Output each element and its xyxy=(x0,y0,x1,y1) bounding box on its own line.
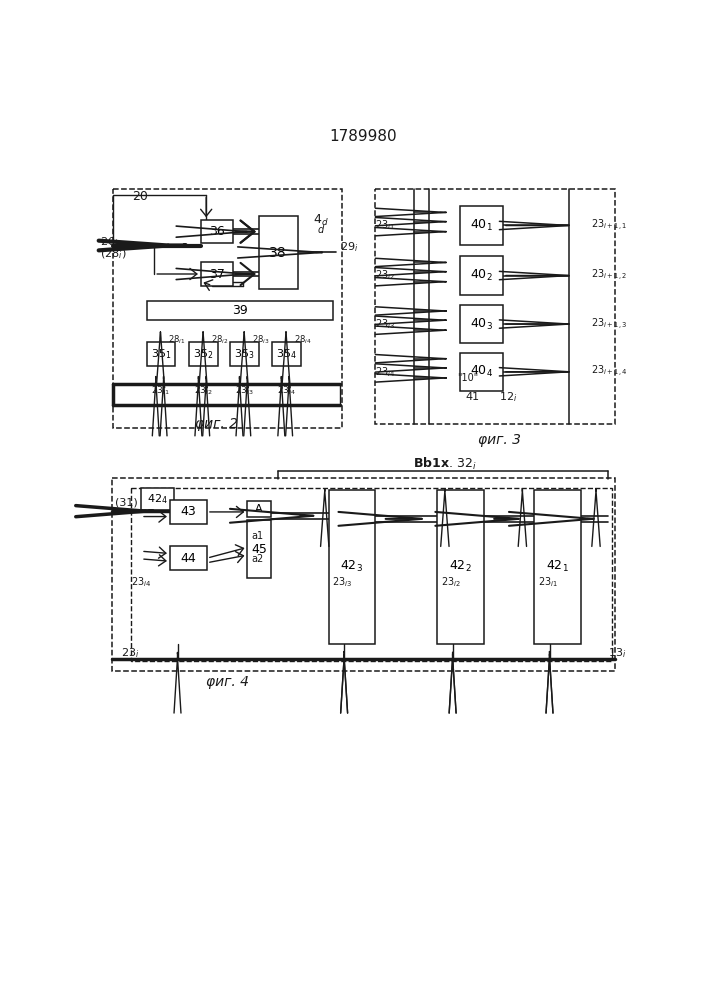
Text: $23_{i+1,3}$: $23_{i+1,3}$ xyxy=(590,316,627,332)
Text: $23_{i+1,2}$: $23_{i+1,2}$ xyxy=(590,268,626,283)
Text: $12_i$: $12_i$ xyxy=(499,390,518,404)
Text: 20: 20 xyxy=(132,190,148,204)
Text: φиг. 3: φиг. 3 xyxy=(478,433,520,447)
Text: $(28_i)$: $(28_i)$ xyxy=(100,247,127,261)
Bar xyxy=(375,189,615,424)
Bar xyxy=(189,342,218,366)
Text: 38: 38 xyxy=(269,246,287,260)
Text: $13_i$: $13_i$ xyxy=(607,646,626,660)
Text: $28_{i4}$: $28_{i4}$ xyxy=(293,333,312,346)
Bar xyxy=(146,342,175,366)
Text: A: A xyxy=(255,504,263,514)
Text: a1: a1 xyxy=(251,531,263,541)
Text: $28_{i2}$: $28_{i2}$ xyxy=(211,333,228,346)
Text: φиг. 4: φиг. 4 xyxy=(206,675,250,689)
Bar xyxy=(460,305,503,343)
Text: 39: 39 xyxy=(232,304,247,317)
Text: $23_{i+1,4}$: $23_{i+1,4}$ xyxy=(590,364,627,379)
Text: $23_{i4}$: $23_{i4}$ xyxy=(131,575,151,589)
Text: $35_2$: $35_2$ xyxy=(193,347,214,361)
Text: 36: 36 xyxy=(209,225,225,238)
Text: $23_{i4}$: $23_{i4}$ xyxy=(276,385,296,397)
Text: $40_2$: $40_2$ xyxy=(470,268,493,283)
Text: "10": "10" xyxy=(457,373,479,383)
Bar xyxy=(247,501,271,517)
Text: $42_3$: $42_3$ xyxy=(341,559,363,574)
Bar xyxy=(201,262,233,286)
Bar xyxy=(170,546,207,570)
Bar xyxy=(259,216,298,289)
Text: $23_{i4}$: $23_{i4}$ xyxy=(375,365,395,379)
Bar xyxy=(131,488,612,661)
Bar xyxy=(272,342,300,366)
Bar xyxy=(113,189,341,428)
Text: $23_{i3}$: $23_{i3}$ xyxy=(332,575,353,589)
Text: $23_{i2}$: $23_{i2}$ xyxy=(441,575,461,589)
Text: φиг. 2: φиг. 2 xyxy=(194,417,238,431)
Bar xyxy=(534,490,580,644)
Bar xyxy=(201,220,233,243)
Text: $35_3$: $35_3$ xyxy=(234,347,255,361)
Text: $29_i$: $29_i$ xyxy=(340,240,358,254)
Text: 45: 45 xyxy=(251,543,267,556)
Text: $23_{i1}$: $23_{i1}$ xyxy=(375,219,395,232)
Text: $42_1$: $42_1$ xyxy=(546,559,568,574)
Text: $28_{i3}$: $28_{i3}$ xyxy=(252,333,269,346)
Bar xyxy=(329,490,375,644)
Bar xyxy=(170,500,207,524)
Bar xyxy=(460,206,503,245)
Text: $35_4$: $35_4$ xyxy=(276,347,297,361)
Text: $23_{i+1,1}$: $23_{i+1,1}$ xyxy=(590,218,627,233)
Text: 1789980: 1789980 xyxy=(329,129,397,144)
Text: $23_{i3}$: $23_{i3}$ xyxy=(375,317,395,331)
Text: $42_2$: $42_2$ xyxy=(449,559,472,574)
Text: $d$: $d$ xyxy=(317,223,325,235)
Text: $23_{i1}$: $23_{i1}$ xyxy=(151,385,170,397)
Text: 44: 44 xyxy=(180,552,197,565)
Text: a2: a2 xyxy=(251,554,264,564)
Text: $40_4$: $40_4$ xyxy=(470,364,493,379)
Text: $23_{i1}$: $23_{i1}$ xyxy=(538,575,558,589)
Bar xyxy=(460,256,503,295)
Text: $23_{i2}$: $23_{i2}$ xyxy=(375,269,395,282)
Text: $35_1$: $35_1$ xyxy=(151,347,171,361)
Text: 41: 41 xyxy=(465,392,479,402)
Text: $4_d$: $4_d$ xyxy=(313,213,329,228)
Bar xyxy=(247,520,271,578)
Bar xyxy=(141,488,174,510)
Text: $28_{i1}$: $28_{i1}$ xyxy=(168,333,186,346)
Bar xyxy=(230,342,259,366)
Bar xyxy=(112,478,615,671)
Text: $40_3$: $40_3$ xyxy=(470,316,493,332)
Text: $42_4$: $42_4$ xyxy=(147,492,168,506)
Text: $23_i$: $23_i$ xyxy=(121,646,139,660)
Text: $23_{i3}$: $23_{i3}$ xyxy=(235,385,254,397)
Text: $\mathbf{B}\mathbf{b}\mathbf{1}\mathbf{x}$. $32_i$: $\mathbf{B}\mathbf{b}\mathbf{1}\mathbf{x… xyxy=(413,456,477,472)
Text: 37: 37 xyxy=(209,267,225,280)
Bar xyxy=(437,490,484,644)
Text: $26_i$: $26_i$ xyxy=(100,235,118,249)
Text: $23_{i2}$: $23_{i2}$ xyxy=(194,385,212,397)
Bar xyxy=(460,353,503,391)
Text: (31): (31) xyxy=(115,498,139,508)
Text: 43: 43 xyxy=(180,505,197,518)
Bar xyxy=(146,301,332,320)
Text: $40_1$: $40_1$ xyxy=(470,218,493,233)
